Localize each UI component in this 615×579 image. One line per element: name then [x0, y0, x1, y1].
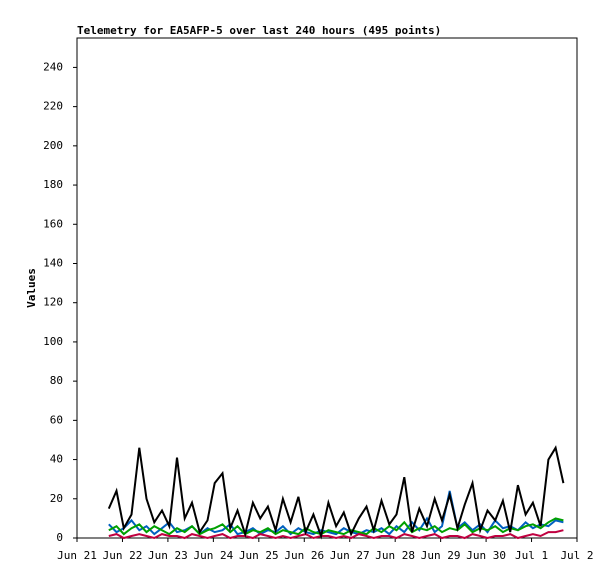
x-tick-label: Jun 26	[284, 549, 324, 562]
y-tick-label: 100	[43, 335, 63, 348]
y-tick-label: 0	[56, 531, 63, 544]
series-line	[108, 529, 564, 540]
x-tick-label: Jun 24	[193, 549, 233, 562]
series-line	[108, 517, 564, 536]
x-tick-label: Jun 29	[421, 549, 461, 562]
y-tick-label: 60	[50, 413, 63, 426]
y-tick-label: 220	[43, 100, 63, 113]
y-tick-label: 140	[43, 256, 63, 269]
series-line	[108, 490, 564, 536]
x-tick-label: Jun 28	[375, 549, 415, 562]
x-tick-label: Jun 22	[103, 549, 143, 562]
y-tick-label: 80	[50, 374, 63, 387]
x-tick-label: Jul 1	[515, 549, 548, 562]
x-tick-label: Jun 23	[148, 549, 188, 562]
y-tick-label: 200	[43, 139, 63, 152]
y-tick-label: 40	[50, 453, 63, 466]
y-tick-label: 240	[43, 60, 63, 73]
x-tick-label: Jun 25	[239, 549, 279, 562]
x-tick-label: Jul 2	[560, 549, 593, 562]
y-tick-label: 160	[43, 217, 63, 230]
y-tick-label: 120	[43, 296, 63, 309]
x-tick-label: Jun 27	[330, 549, 370, 562]
y-axis-label: Values	[25, 268, 38, 308]
x-tick-label: Jun 30	[466, 549, 506, 562]
chart-title: Telemetry for EA5AFP-5 over last 240 hou…	[77, 24, 441, 37]
x-tick-label: Jun 21	[57, 549, 97, 562]
plot-frame	[76, 37, 578, 539]
series-line	[107, 445, 565, 540]
y-tick-label: 180	[43, 178, 63, 191]
y-tick-label: 20	[50, 492, 63, 505]
